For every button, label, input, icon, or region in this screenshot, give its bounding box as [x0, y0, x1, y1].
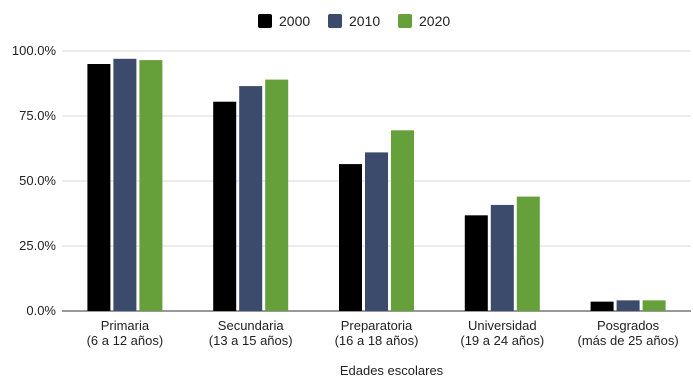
legend-swatch: [328, 14, 342, 28]
legend-label: 2010: [349, 13, 380, 29]
y-tick-label: 75.0%: [19, 108, 56, 123]
y-tick-label: 25.0%: [19, 238, 56, 253]
x-axis-title: Edades escolares: [340, 363, 444, 378]
legend-label: 2000: [279, 13, 310, 29]
bar: [642, 300, 666, 311]
x-tick-label: Primaria: [101, 318, 150, 333]
legend-swatch: [398, 14, 412, 28]
legend-swatch: [258, 14, 272, 28]
x-tick-label: (6 a 12 años): [87, 333, 164, 348]
bar: [391, 130, 414, 311]
bar: [516, 196, 540, 311]
y-tick-label: 100.0%: [12, 43, 57, 58]
x-tick-label: (más de 25 años): [578, 333, 679, 348]
bar: [87, 64, 111, 311]
x-tick-label: (16 a 18 años): [335, 333, 419, 348]
bar: [139, 60, 163, 311]
x-tick-label: Secundaria: [218, 318, 285, 333]
bar: [239, 86, 263, 311]
x-tick-label: Posgrados: [597, 318, 660, 333]
bar: [616, 300, 640, 311]
legend-label: 2020: [419, 13, 450, 29]
bar: [265, 79, 289, 311]
bar: [213, 101, 237, 311]
x-tick-label: (19 a 24 años): [460, 333, 544, 348]
x-tick-label: (13 a 15 años): [209, 333, 293, 348]
y-tick-label: 50.0%: [19, 173, 56, 188]
y-tick-label: 0.0%: [26, 303, 56, 318]
x-tick-label: Preparatoria: [341, 318, 413, 333]
bar: [490, 204, 514, 311]
bar: [464, 215, 488, 311]
bar: [590, 301, 614, 311]
x-tick-label: Universidad: [468, 318, 537, 333]
bar: [365, 152, 388, 311]
bar: [113, 58, 137, 311]
bar: [339, 164, 362, 311]
